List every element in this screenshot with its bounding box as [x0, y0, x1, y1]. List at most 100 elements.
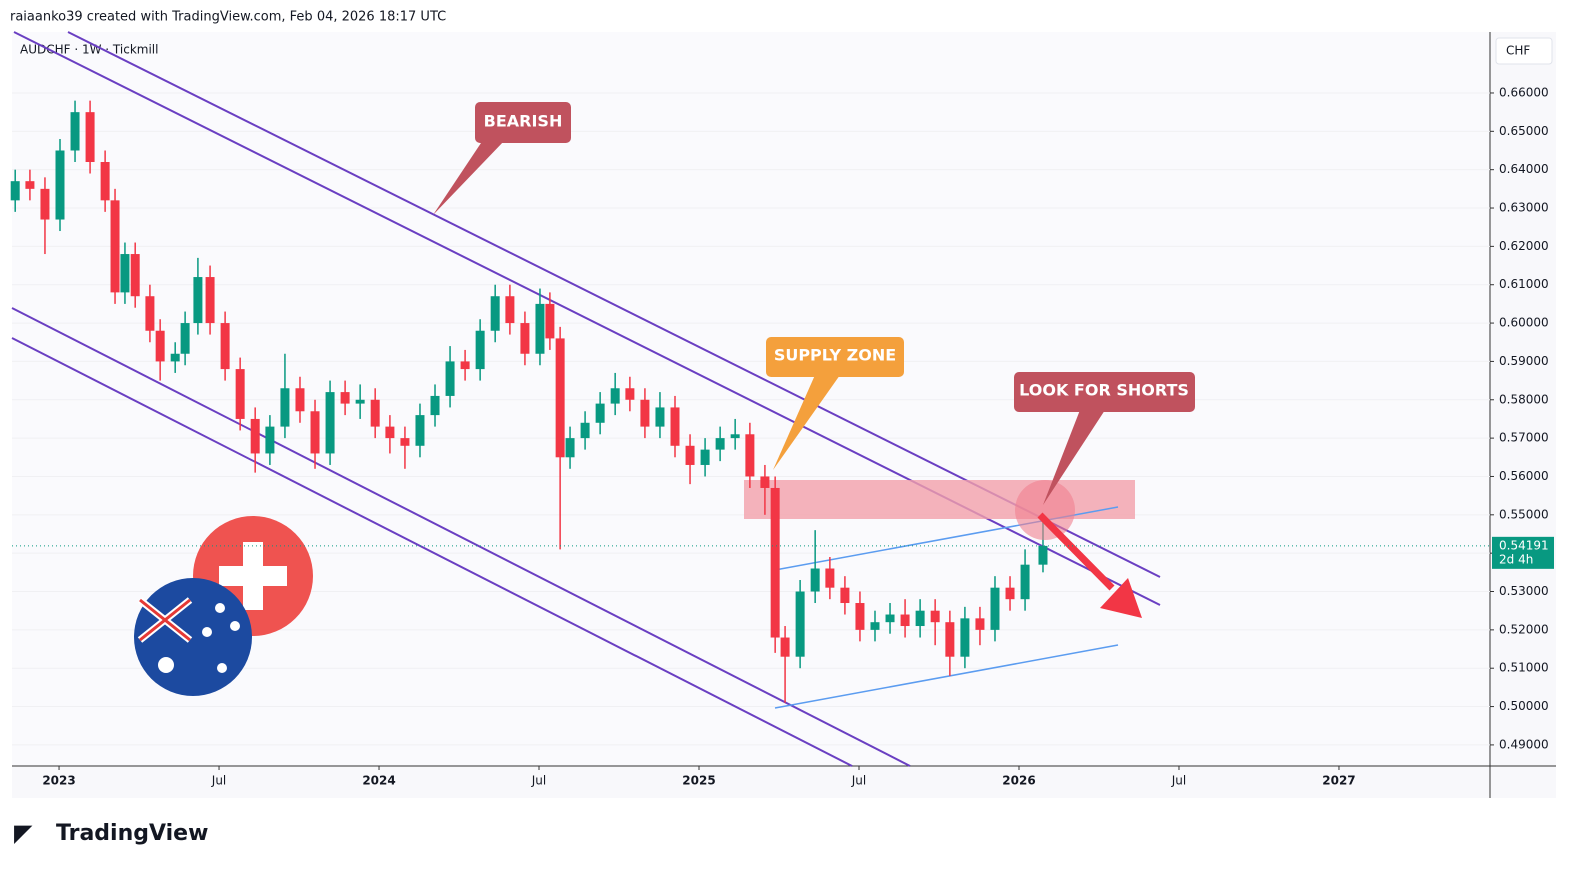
candle-body	[205, 277, 215, 324]
candle-body	[915, 610, 925, 627]
candle-body	[55, 150, 65, 220]
candle-body	[355, 399, 365, 404]
y-tick-label: 0.66000	[1499, 85, 1549, 99]
candle-body	[535, 303, 545, 354]
y-tick-label: 0.60000	[1499, 316, 1549, 330]
candle-body	[685, 445, 695, 465]
candle-body	[945, 622, 955, 657]
brand: TradingView	[56, 821, 208, 846]
candle-body	[295, 388, 305, 412]
candle-body	[700, 449, 710, 465]
candle-body	[580, 422, 590, 439]
candle-body	[10, 181, 20, 201]
candle-body	[990, 587, 1000, 630]
candle-body	[885, 614, 895, 623]
x-tick-label: 2025	[682, 774, 715, 788]
arrow-shaft	[1037, 512, 1115, 591]
flag-star	[202, 627, 212, 637]
candle-body	[490, 296, 500, 331]
x-tick-label: 2026	[1002, 774, 1035, 788]
callout-pointer	[433, 140, 505, 215]
candle-body	[170, 353, 180, 362]
candle-body	[460, 361, 470, 370]
candle-body	[745, 434, 755, 477]
flag-star	[230, 621, 240, 631]
candle-body	[545, 303, 555, 339]
candle-body	[250, 418, 260, 454]
y-tick-label: 0.64000	[1499, 162, 1549, 176]
candle-body	[930, 610, 940, 623]
candle-body	[670, 407, 680, 446]
candle-body	[520, 323, 530, 354]
candle-body	[430, 395, 440, 416]
callout-text: LOOK FOR SHORTS	[1019, 381, 1189, 400]
arrow-head	[1100, 578, 1142, 618]
candle-body	[870, 622, 880, 630]
currency-box	[1495, 37, 1553, 65]
candle-body	[193, 277, 203, 324]
callout-text: SUPPLY ZONE	[774, 346, 896, 365]
candle-body	[960, 618, 970, 657]
candle-body	[415, 415, 425, 446]
candle-body	[110, 200, 120, 293]
y-tick-label: 0.61000	[1499, 277, 1549, 291]
candle-body	[155, 330, 165, 362]
last-price: 0.54191	[1499, 538, 1549, 552]
callout-box	[1014, 372, 1195, 412]
candle-body	[180, 323, 190, 354]
channel-line	[11, 337, 853, 767]
y-tick-label: 0.53000	[1499, 584, 1549, 598]
x-tick-label: Jul	[531, 774, 546, 788]
callout-box	[766, 337, 904, 377]
candle-body	[505, 296, 515, 324]
candle-body	[85, 112, 95, 163]
candle-body	[760, 476, 770, 488]
x-tick-label: 2027	[1322, 774, 1355, 788]
candle-body	[555, 338, 565, 458]
candle-body	[1038, 545, 1048, 565]
candle-body	[100, 162, 110, 201]
candle-body	[40, 188, 50, 220]
callout-text: BEARISH	[484, 112, 563, 131]
y-tick-label: 0.65000	[1499, 124, 1549, 138]
y-tick-label: 0.49000	[1499, 737, 1549, 751]
candle-body	[1005, 587, 1015, 600]
x-tick-label: Jul	[211, 774, 226, 788]
candle-body	[795, 591, 805, 657]
x-tick-label: Jul	[1171, 774, 1186, 788]
candle-body	[610, 388, 620, 404]
candle-body	[640, 399, 650, 427]
candle-body	[715, 438, 725, 450]
candle-body	[825, 568, 835, 588]
candle-body	[370, 399, 380, 427]
candle-body	[770, 487, 780, 638]
candle-body	[310, 411, 320, 454]
candle-body	[900, 614, 910, 627]
flag-star	[215, 603, 225, 613]
candle-body	[565, 438, 575, 458]
candle-body	[130, 254, 140, 297]
candle-body	[145, 296, 155, 331]
candle-body	[625, 388, 635, 400]
candle-body	[70, 112, 80, 151]
flag-cross	[219, 566, 287, 586]
flag-star	[217, 663, 227, 673]
candle-body	[810, 568, 820, 592]
y-tick-label: 0.59000	[1499, 354, 1549, 368]
y-tick-label: 0.51000	[1499, 661, 1549, 675]
y-tick-label: 0.56000	[1499, 469, 1549, 483]
candle-body	[220, 323, 230, 370]
supply-zone	[744, 480, 1135, 519]
x-tick-label: 2024	[362, 774, 395, 788]
channel-line	[11, 307, 911, 767]
y-tick-label: 0.57000	[1499, 431, 1549, 445]
candle-body	[780, 637, 790, 657]
candles	[10, 100, 1048, 703]
y-tick-label: 0.58000	[1499, 392, 1549, 406]
candle-body	[280, 388, 290, 427]
candle-body	[25, 181, 35, 189]
candle-body	[400, 438, 410, 446]
candle-body	[340, 392, 350, 404]
highlight-circle	[1015, 480, 1075, 540]
